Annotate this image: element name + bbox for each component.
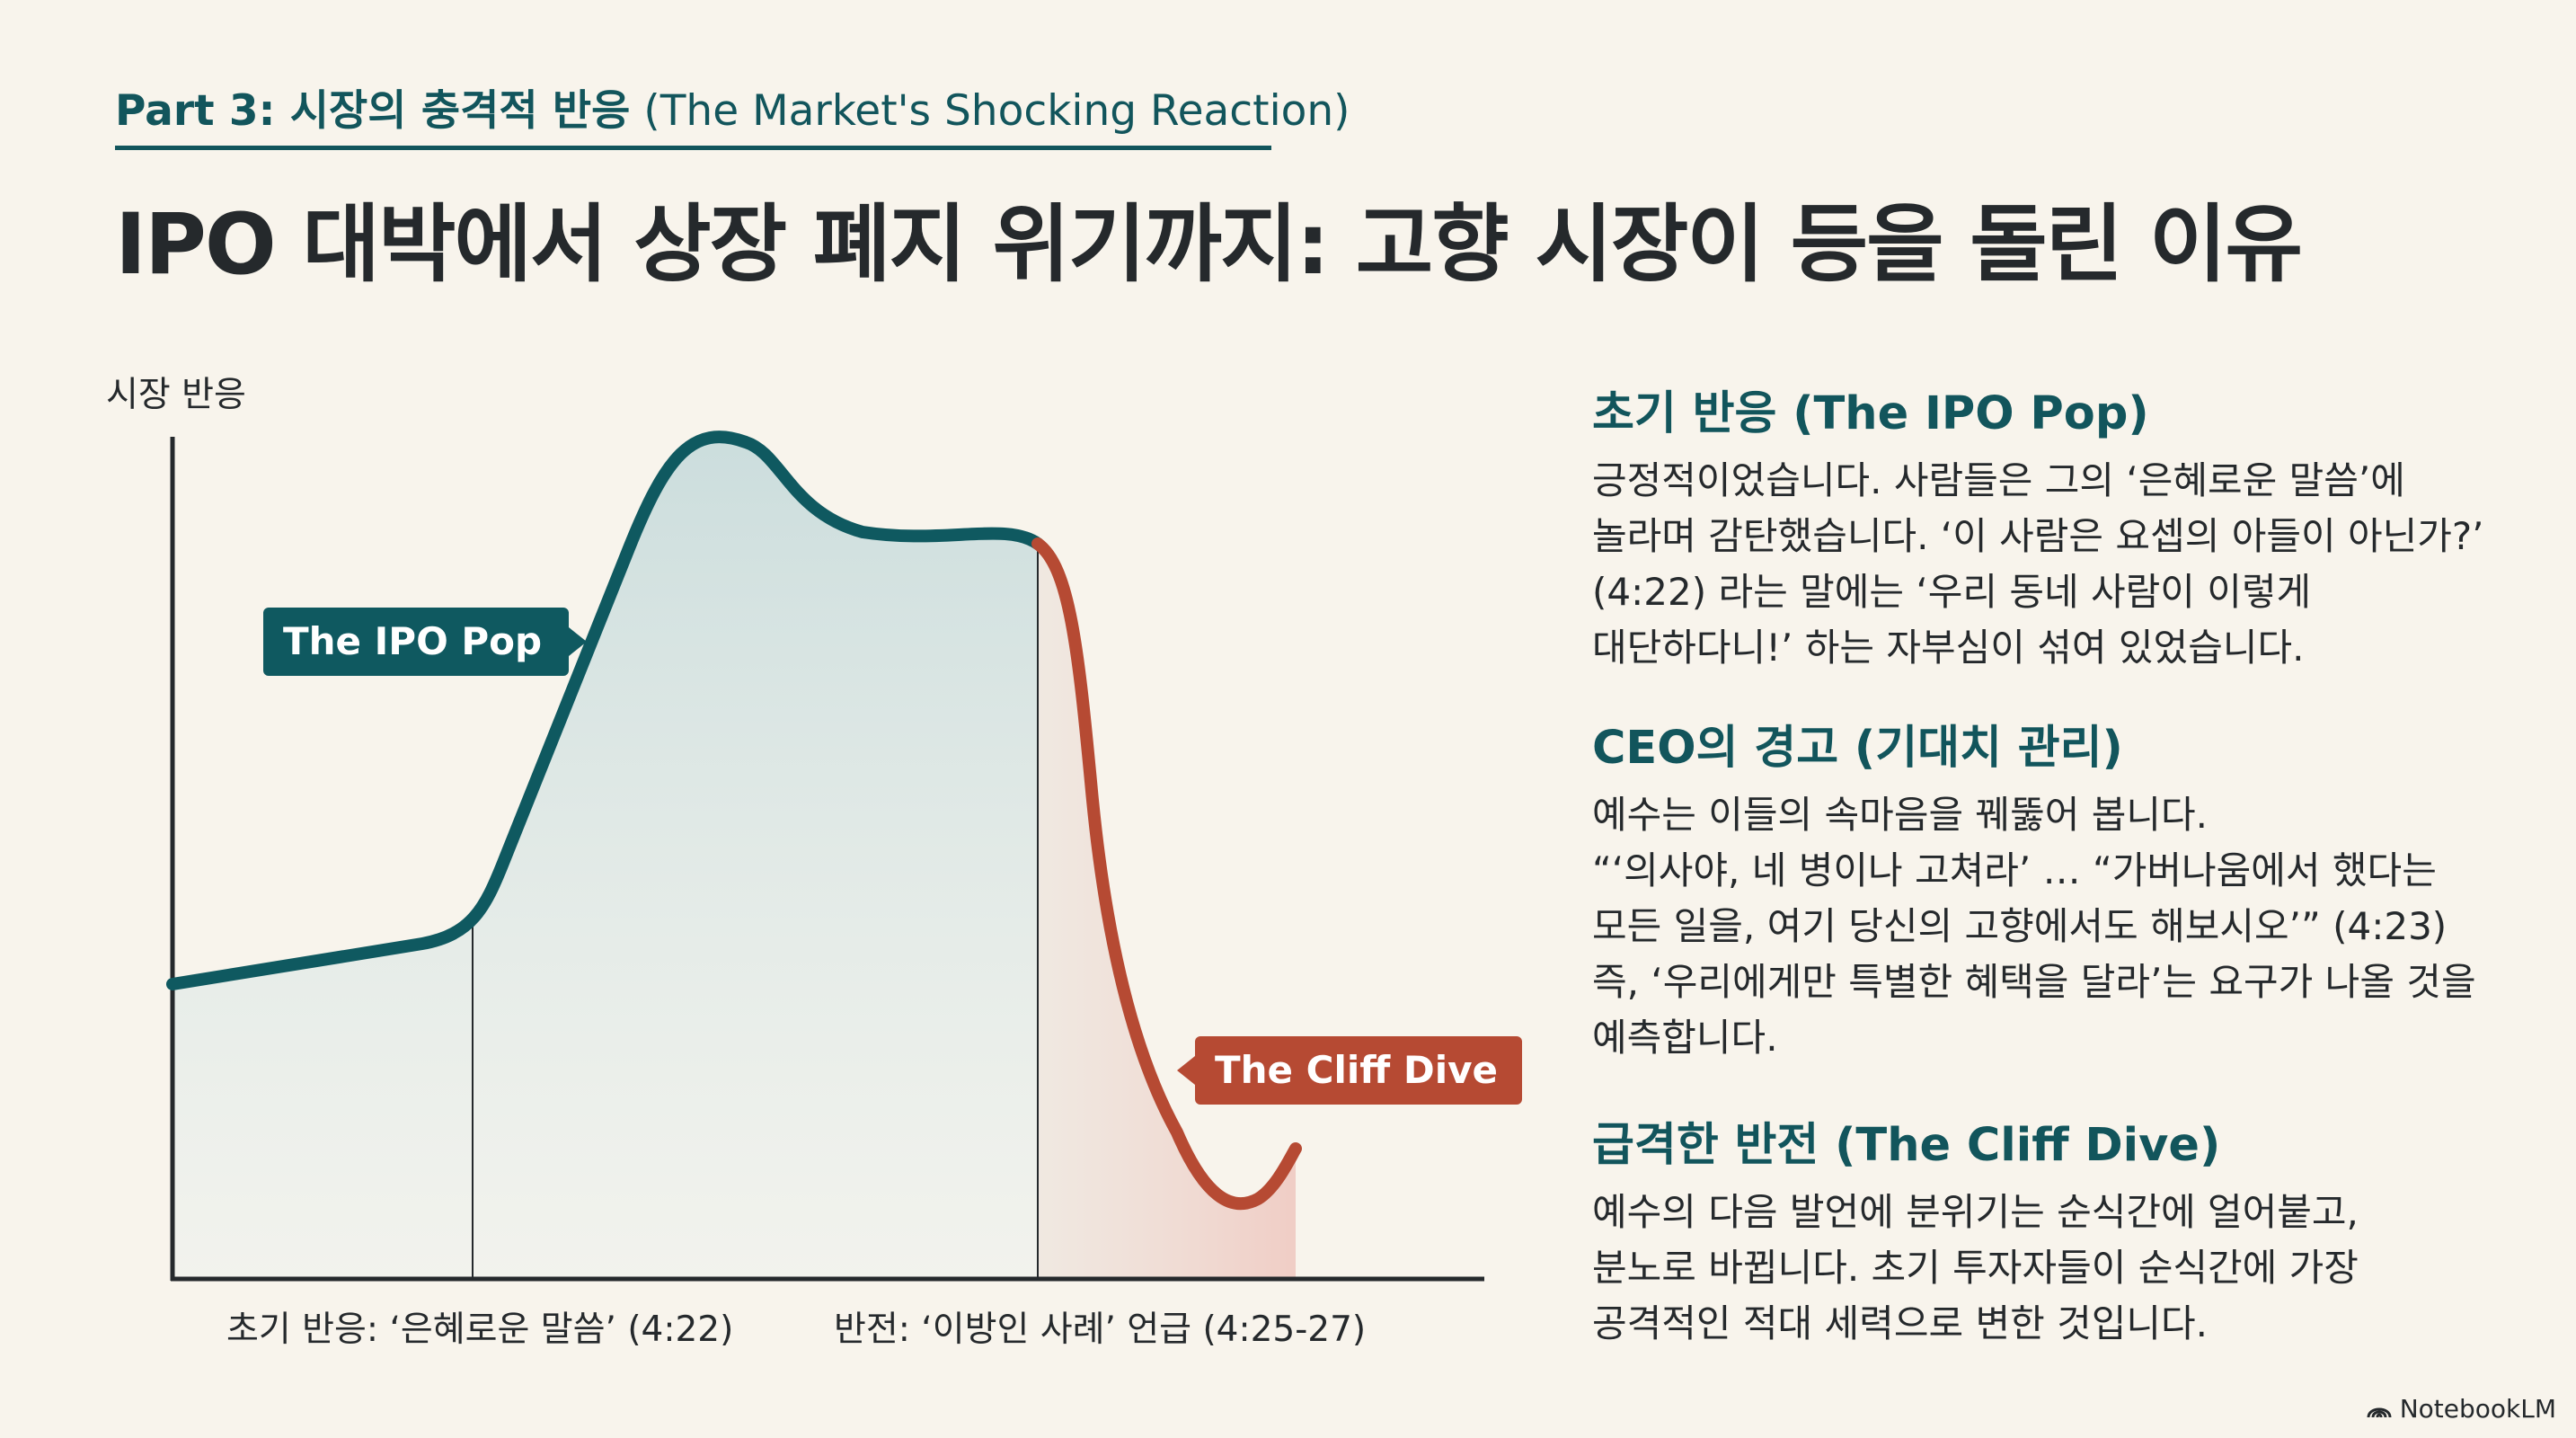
pop-area-fill	[173, 437, 1038, 1279]
page-title: IPO 대박에서 상장 폐지 위기까지: 고향 시장이 등을 돌린 이유	[115, 196, 2303, 294]
brand-label: NotebookLM	[2399, 1394, 2556, 1424]
x-label-reversal: 반전: ‘이방인 사례’ 언급 (4:25-27)	[834, 1309, 1367, 1350]
kicker-underline	[115, 146, 1271, 150]
section-body: 긍정적이었습니다. 사람들은 그의 ‘은혜로운 말씀’에 놀라며 감탄했습니다.…	[1592, 458, 2484, 670]
section-ceo-warning: CEO의 경고 (기대치 관리) 예수는 이들의 속마음을 꿰뚫어 봅니다. “…	[1592, 710, 2509, 1066]
section-heading: 급격한 반전 (The Cliff Dive)	[1592, 1119, 2221, 1172]
section-heading: 초기 반응 (The IPO Pop)	[1592, 387, 2149, 440]
cliff-area-fill	[1038, 544, 1296, 1278]
section-heading: CEO의 경고 (기대치 관리)	[1592, 722, 2123, 775]
section-initial-reaction: 초기 반응 (The IPO Pop) 긍정적이었습니다. 사람들은 그의 ‘은…	[1592, 376, 2509, 676]
kicker-part: Part 3: 시장의 충격적 반응	[115, 86, 631, 136]
section-kicker: Part 3: 시장의 충격적 반응 (The Market's Shockin…	[115, 75, 1350, 138]
cliff-curve	[1031, 537, 1302, 1211]
cliff-dive-callout: The Cliff Dive	[1177, 1036, 1522, 1105]
y-axis-label: 시장 반응	[106, 375, 246, 415]
section-cliff-dive: 급격한 반전 (The Cliff Dive) 예수의 다음 발언에 분위기는 …	[1592, 1107, 2509, 1352]
kicker-english: (The Market's Shocking Reaction)	[643, 86, 1350, 136]
notebooklm-logo-icon	[2367, 1407, 2392, 1417]
x-label-initial-reaction: 초기 반응: ‘은혜로운 말씀’ (4:22)	[226, 1309, 734, 1350]
section-body: 예수의 다음 발언에 분위기는 순식간에 얼어붙고, 분노로 바뀝니다. 초기 …	[1592, 1190, 2359, 1345]
ipo-pop-callout: The IPO Pop	[263, 608, 587, 676]
section-body: 예수는 이들의 속마음을 꿰뚫어 봅니다. “‘의사야, 네 병이나 고쳐라’ …	[1592, 793, 2476, 1060]
brand-footer: NotebookLM	[2366, 1394, 2556, 1424]
pop-curve	[166, 431, 1044, 990]
